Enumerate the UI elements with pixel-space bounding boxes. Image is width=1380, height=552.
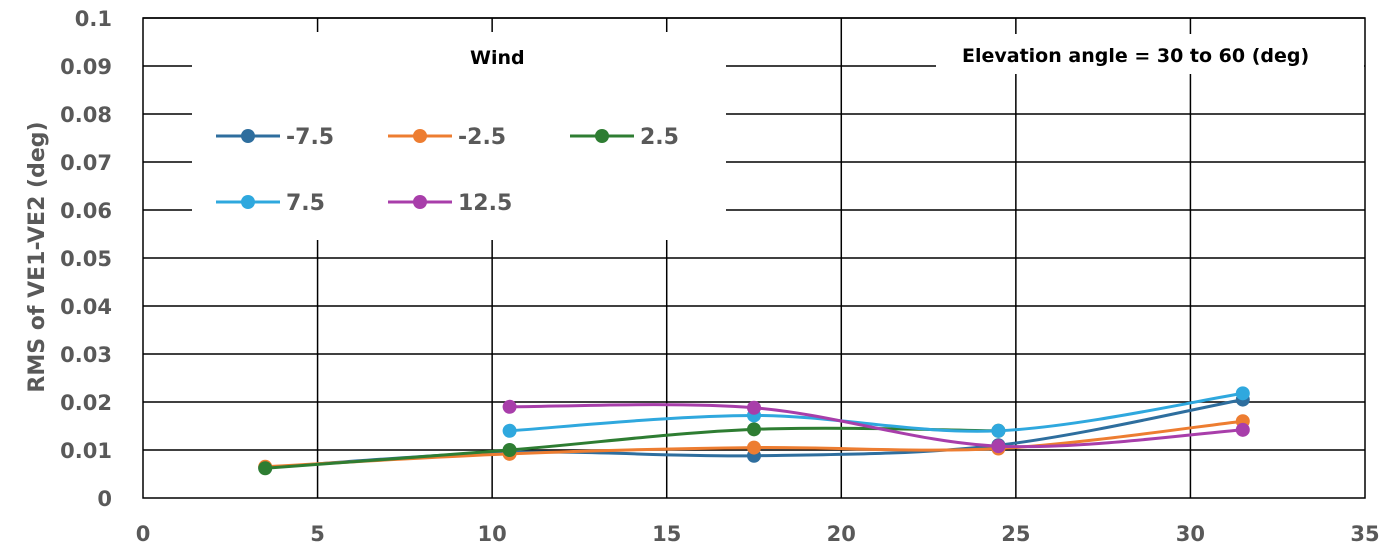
data-point bbox=[258, 461, 273, 476]
data-series bbox=[258, 386, 1250, 476]
legend-item: 12.5 bbox=[388, 191, 512, 216]
data-point bbox=[1235, 422, 1250, 437]
x-tick-label: 5 bbox=[310, 522, 325, 546]
y-tick-label: 0.06 bbox=[60, 199, 112, 223]
legend-label: 7.5 bbox=[286, 191, 325, 216]
legend-label: -2.5 bbox=[458, 125, 506, 150]
data-point bbox=[1235, 386, 1250, 401]
annotation: Elevation angle = 30 to 60 (deg) bbox=[936, 34, 1364, 74]
y-tick-label: 0.02 bbox=[60, 391, 112, 415]
series-line bbox=[265, 426, 999, 470]
legend-item: 7.5 bbox=[216, 191, 325, 216]
x-tick-label: 0 bbox=[136, 522, 151, 546]
legend-item: -7.5 bbox=[216, 125, 334, 150]
legend-swatch-marker bbox=[595, 129, 609, 143]
data-point bbox=[991, 423, 1006, 438]
legend-label: -7.5 bbox=[286, 125, 334, 150]
series-4 bbox=[502, 399, 1250, 454]
series-2 bbox=[258, 422, 1006, 476]
x-tick-label: 20 bbox=[827, 522, 856, 546]
legend: Wind -7.5 -2.5 2.5 7.5 12.5 bbox=[192, 32, 726, 240]
x-tick-labels: 0 5 10 15 20 25 30 35 bbox=[136, 522, 1380, 546]
elevation-angle-annotation: Elevation angle = 30 to 60 (deg) bbox=[962, 45, 1309, 67]
y-tick-label: 0.1 bbox=[75, 7, 112, 31]
data-point bbox=[502, 423, 517, 438]
x-tick-label: 35 bbox=[1350, 522, 1379, 546]
y-tick-label: 0.08 bbox=[60, 103, 112, 127]
annotation-background bbox=[936, 34, 1364, 74]
x-tick-label: 30 bbox=[1176, 522, 1205, 546]
y-tick-label: 0.03 bbox=[60, 343, 112, 367]
y-axis-title: RMS of VE1-VE2 (deg) bbox=[25, 121, 50, 392]
x-tick-label: 15 bbox=[652, 522, 681, 546]
x-tick-label: 10 bbox=[478, 522, 507, 546]
y-tick-labels: 0 0.01 0.02 0.03 0.04 0.05 0.06 0.07 0.08 0.09 0.1 bbox=[60, 7, 112, 511]
y-tick-label: 0.05 bbox=[60, 247, 112, 271]
y-tick-label: 0.01 bbox=[60, 439, 112, 463]
legend-swatch-marker bbox=[413, 129, 427, 143]
y-tick-label: 0.04 bbox=[60, 295, 112, 319]
y-tick-label: 0 bbox=[97, 487, 112, 511]
legend-item: 2.5 bbox=[570, 125, 679, 150]
data-point bbox=[747, 400, 761, 415]
legend-swatch-marker bbox=[241, 195, 255, 209]
y-tick-label: 0.07 bbox=[60, 151, 112, 175]
legend-item: -2.5 bbox=[388, 125, 506, 150]
data-point bbox=[502, 399, 517, 414]
data-point bbox=[747, 440, 761, 455]
legend-swatch-marker bbox=[241, 129, 255, 143]
legend-title: Wind bbox=[470, 47, 525, 69]
series-line bbox=[509, 403, 1243, 449]
x-tick-label: 25 bbox=[1001, 522, 1030, 546]
data-point bbox=[502, 443, 517, 457]
data-point bbox=[747, 422, 761, 437]
data-point bbox=[991, 439, 1006, 454]
legend-background bbox=[192, 32, 726, 240]
legend-swatch-marker bbox=[413, 195, 427, 209]
legend-label: 2.5 bbox=[640, 125, 679, 150]
series-line bbox=[509, 391, 1244, 433]
y-tick-label: 0.09 bbox=[60, 55, 112, 79]
legend-label: 12.5 bbox=[458, 191, 512, 216]
